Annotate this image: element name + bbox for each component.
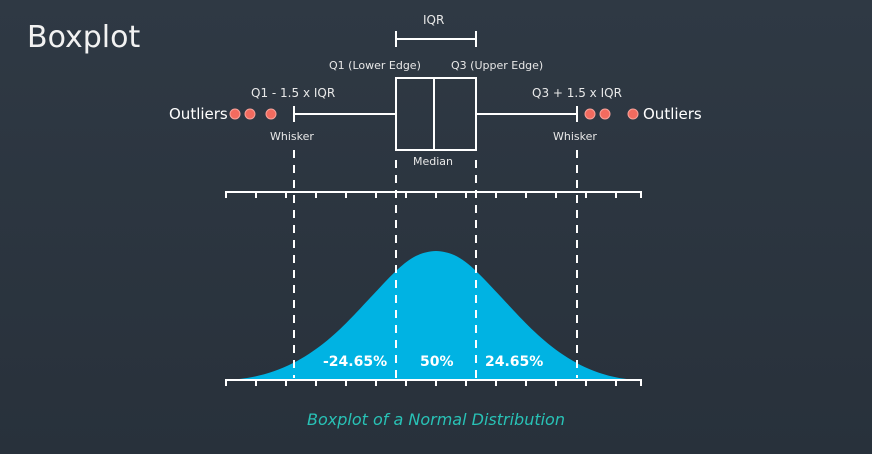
outlier-dot bbox=[265, 108, 277, 120]
slide-title: Boxplot bbox=[27, 20, 141, 55]
upper-fence-label: Q3 + 1.5 x IQR bbox=[532, 86, 622, 100]
diagram-caption: Boxplot of a Normal Distribution bbox=[307, 410, 565, 429]
outliers-right-label: Outliers bbox=[643, 105, 702, 123]
pct-left: -24.65% bbox=[323, 354, 388, 370]
bottom-axis bbox=[225, 379, 642, 386]
outliers-left bbox=[229, 108, 277, 120]
iqr-box bbox=[395, 77, 477, 151]
outlier-dot bbox=[244, 108, 256, 120]
outlier-dot bbox=[229, 108, 241, 120]
q3-label: Q3 (Upper Edge) bbox=[451, 59, 544, 72]
outliers-right bbox=[584, 108, 639, 120]
whisker-left-label: Whisker bbox=[270, 130, 314, 143]
outlier-dot bbox=[584, 108, 596, 120]
pct-right: 24.65% bbox=[485, 354, 544, 370]
iqr-label: IQR bbox=[423, 13, 445, 27]
median-label: Median bbox=[413, 155, 454, 168]
outlier-dot bbox=[627, 108, 639, 120]
pct-center: 50% bbox=[420, 354, 454, 370]
lower-fence-label: Q1 - 1.5 x IQR bbox=[251, 86, 336, 100]
q1-label: Q1 (Lower Edge) bbox=[329, 59, 421, 72]
iqr-bracket bbox=[395, 31, 477, 47]
top-axis bbox=[225, 191, 642, 198]
normal-curve bbox=[225, 251, 640, 380]
whisker-right-label: Whisker bbox=[553, 130, 597, 143]
outliers-left-label: Outliers bbox=[169, 105, 228, 123]
dashed-guides bbox=[293, 150, 578, 378]
outlier-dot bbox=[599, 108, 611, 120]
